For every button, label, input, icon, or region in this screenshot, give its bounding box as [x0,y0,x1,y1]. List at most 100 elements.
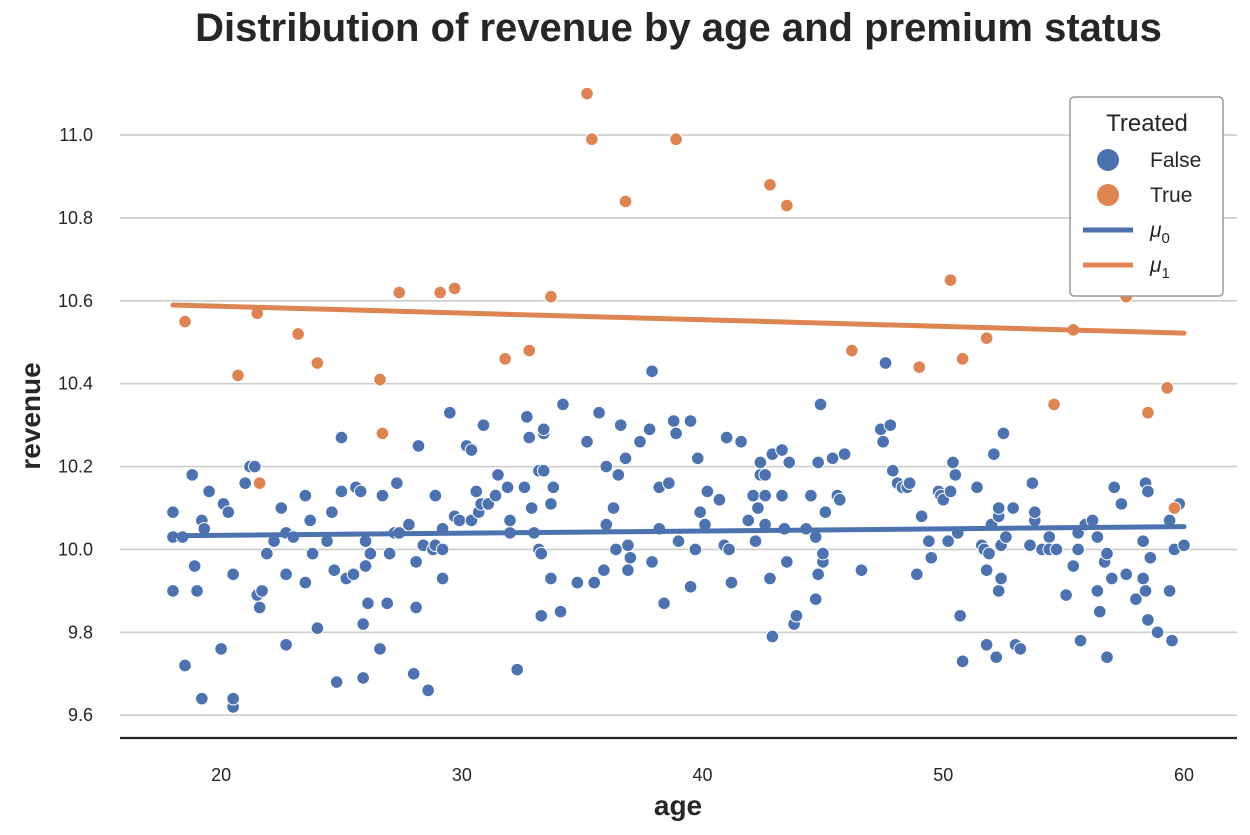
data-point-false [544,497,558,511]
data-point-false [298,575,313,590]
data-point-false [693,505,707,519]
data-point-false [970,480,984,495]
data-point-false [987,447,1001,461]
data-point-false [719,430,734,445]
data-point-false [1107,480,1122,495]
data-point-false [662,476,676,490]
data-point-false [510,662,525,677]
data-point-false [1138,584,1153,598]
data-point-false [546,480,561,495]
y-tick-label: 10.2 [58,457,93,477]
data-point-false [435,571,450,586]
data-point-false [190,584,204,598]
data-point-false [1143,550,1158,565]
grid-lines [120,134,1237,717]
data-point-false [722,542,736,557]
data-point-false [1071,542,1085,557]
data-point-true [231,368,245,383]
legend: Treated False True μ0 μ1 [1069,96,1224,297]
data-point-false [488,488,503,503]
data-point-false [606,501,621,515]
data-point-false [185,468,200,482]
data-point-true [433,285,447,300]
legend-label-mu1: μ1 [1149,254,1170,282]
x-tick-label: 50 [933,765,953,785]
y-axis-label: revenue [15,362,46,469]
data-point-false [700,484,715,499]
data-point-true [585,132,599,147]
data-point-false [979,637,994,652]
data-point-true [943,273,958,287]
data-point-false [885,463,900,478]
data-point-false [837,447,852,461]
data-point-true [447,281,462,296]
data-point-false [298,488,313,503]
data-point-true [780,198,794,213]
fit-line-mu0 [170,524,1187,539]
data-point-true [845,343,859,358]
data-point-false [1165,633,1179,648]
data-point-false [753,455,768,470]
data-point-false [832,492,847,507]
data-point-false [991,501,1006,515]
data-point-true [580,86,594,101]
data-point-false [1025,476,1040,490]
data-point-false [327,563,342,577]
data-point-false [811,455,825,470]
data-point-false [724,575,739,590]
data-point-false [592,405,606,420]
legend-marker-true [1097,184,1119,206]
data-point-false [611,468,626,482]
data-point-false [491,468,505,482]
data-point-true [763,178,777,192]
data-point-false [816,546,830,561]
data-point-true [979,331,994,345]
data-point-false [464,443,479,457]
data-point-false [255,584,269,598]
data-point-false [166,584,180,598]
data-point-false [765,629,780,644]
data-point-false [613,418,628,432]
data-point-false [402,517,416,532]
data-point-false [910,567,924,582]
data-point-false [238,476,252,490]
data-point-false [279,637,293,652]
data-point-true [955,352,970,366]
data-point-false [775,443,789,457]
data-point-true [498,352,512,366]
data-point-false [1013,642,1028,656]
data-point-false [553,604,568,619]
data-point-false [382,546,397,561]
data-point-false [946,455,960,470]
data-point-false [999,530,1013,544]
data-point-false [373,642,387,656]
data-point-false [671,534,686,548]
series-false-points [166,356,1191,714]
data-point-false [953,608,967,623]
data-point-false [334,430,349,445]
data-point-false [522,430,537,445]
data-point-false [1100,546,1114,561]
data-point-false [469,484,484,499]
data-point-false [476,418,491,432]
data-point-false [948,468,963,482]
data-point-false [178,658,192,673]
data-point-false [1105,571,1119,586]
legend-marker-false [1097,149,1119,171]
data-point-false [780,555,794,569]
data-point-false [587,575,602,590]
data-point-false [1150,625,1165,640]
data-point-false [500,480,515,495]
data-point-false [443,405,457,420]
data-point-true [252,476,267,490]
data-point-false [599,517,614,532]
data-point-false [305,546,320,561]
data-point-false [1085,513,1100,528]
data-point-false [375,488,390,503]
data-point-true [1160,381,1174,395]
data-point-false [943,484,958,499]
x-tick-label: 20 [211,765,231,785]
data-point-false [536,463,551,478]
data-point-false [1049,542,1064,557]
data-point-false [813,397,828,412]
